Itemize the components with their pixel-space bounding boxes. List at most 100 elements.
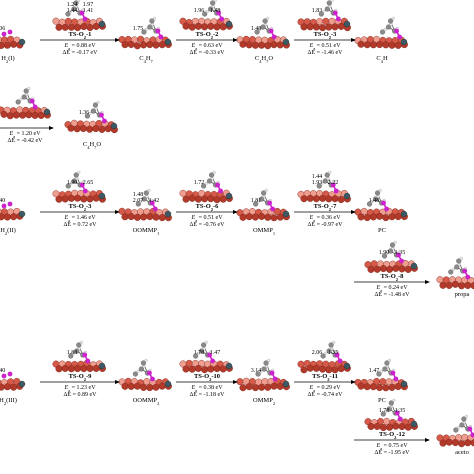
carbon-atom [386, 406, 392, 412]
oxygen-atom [462, 268, 468, 274]
surface-model [436, 256, 474, 290]
carbon-atom [388, 400, 394, 406]
slab-atom [140, 383, 148, 391]
carbon-atom [328, 342, 334, 348]
oxygen-atom [1, 373, 7, 379]
oxygen-atom [465, 274, 471, 280]
slab-atom [239, 40, 247, 48]
carbon-atom [384, 360, 390, 366]
carbon-atom [209, 172, 215, 178]
bond-distance-label: 1.42 [149, 198, 160, 204]
bond-distance-label: 1.41 [83, 8, 94, 14]
slab-atom [331, 195, 339, 203]
reaction-row-row3: 1.40 H2(III) OOMMP2 3.14 OMMP2 1.47 PC 1.88 TS-O… [0, 340, 408, 406]
slab-atom [194, 195, 202, 203]
reaction-energy: ΔE = 0.72 eV [64, 222, 98, 228]
metal-atom [98, 192, 106, 200]
slab-atom [386, 423, 394, 431]
species-label: propa [455, 291, 470, 298]
metal-atom [225, 362, 233, 370]
hydrogen-atom [451, 267, 455, 271]
slab-atom [146, 384, 154, 392]
transition-state-label: TS-O2-12 [379, 431, 405, 440]
oxygen-atom [332, 10, 338, 16]
slab-atom [264, 383, 272, 391]
bond-distance-label: 1.97 [83, 2, 94, 8]
slab-atom [55, 365, 63, 373]
slab-atom [74, 24, 82, 32]
carbon-atom [260, 24, 266, 30]
carbon-atom [316, 183, 322, 189]
slab-atom [10, 213, 18, 221]
slab-atom [127, 382, 135, 390]
carbon-atom [372, 196, 379, 202]
carbon-atom [253, 201, 259, 207]
hydrogen-atom [320, 181, 324, 185]
metal-atom [164, 210, 172, 218]
slab-atom [325, 23, 333, 31]
slab-atom [451, 280, 459, 288]
oxygen-atom [29, 98, 35, 104]
slab-atom [398, 423, 406, 431]
oxygen-atom [396, 252, 401, 258]
slab-atom [121, 382, 129, 390]
slab-atom [86, 195, 94, 203]
slab-atom [331, 23, 339, 31]
slab-atom [0, 213, 5, 221]
carbon-atom [74, 348, 80, 354]
slab-atom [363, 41, 371, 49]
oxygen-atom [272, 376, 278, 382]
species-label: OMMP1 [253, 227, 275, 236]
slab-atom [458, 282, 466, 290]
bond-distance-label: 2.07 [133, 198, 144, 204]
slab-atom [369, 383, 377, 391]
slab-atom [67, 194, 75, 202]
carbon-atom [23, 88, 29, 94]
surface-model [179, 340, 233, 374]
slab-atom [25, 111, 33, 119]
oxygen-atom [1, 31, 7, 37]
reaction-energy: ΔE = -1.46 eV [308, 50, 344, 56]
slab-atom [61, 195, 69, 203]
surface-model [0, 86, 51, 120]
activation-energy: Ea = 1.23 eV [63, 385, 96, 393]
carbon-atom [324, 6, 330, 12]
slab-atom [383, 417, 391, 425]
metal-atom [98, 20, 106, 28]
slab-atom [182, 365, 190, 373]
slab-atom [0, 383, 5, 391]
slab-atom [470, 439, 474, 447]
reaction-energy: ΔE = -1.48 eV [375, 292, 411, 298]
hydrogen-atom [71, 351, 75, 355]
slab-atom [201, 366, 209, 374]
carbon-atom [387, 248, 394, 254]
slab-atom [363, 383, 371, 391]
arrowhead [115, 380, 120, 384]
hydrogen-atom [322, 9, 326, 13]
hydrogen-atom [379, 369, 384, 373]
slab-atom [319, 24, 327, 32]
carbon-atom [255, 371, 261, 377]
slab-atom [319, 194, 327, 202]
slab-atom [188, 23, 196, 31]
slab-atom [404, 265, 412, 273]
slab-atom [127, 40, 135, 48]
slab-atom [140, 41, 148, 49]
carbon-atom [84, 113, 90, 119]
slab-atom [276, 213, 284, 221]
activation-energy: Ea = 0.29 eV [308, 385, 341, 393]
carbon-atom [201, 183, 207, 189]
slab-atom [300, 195, 308, 203]
slab-atom [188, 194, 196, 202]
surface-model [64, 100, 118, 134]
slab-atom [140, 213, 148, 221]
slab-atom [133, 213, 141, 221]
carbon-atom [461, 416, 467, 422]
slab-atom [367, 422, 375, 430]
slab-atom [37, 111, 45, 119]
activation-energy: Ea = 0.24 eV [375, 285, 408, 293]
slab-atom [188, 365, 196, 373]
surface-model [236, 358, 290, 392]
